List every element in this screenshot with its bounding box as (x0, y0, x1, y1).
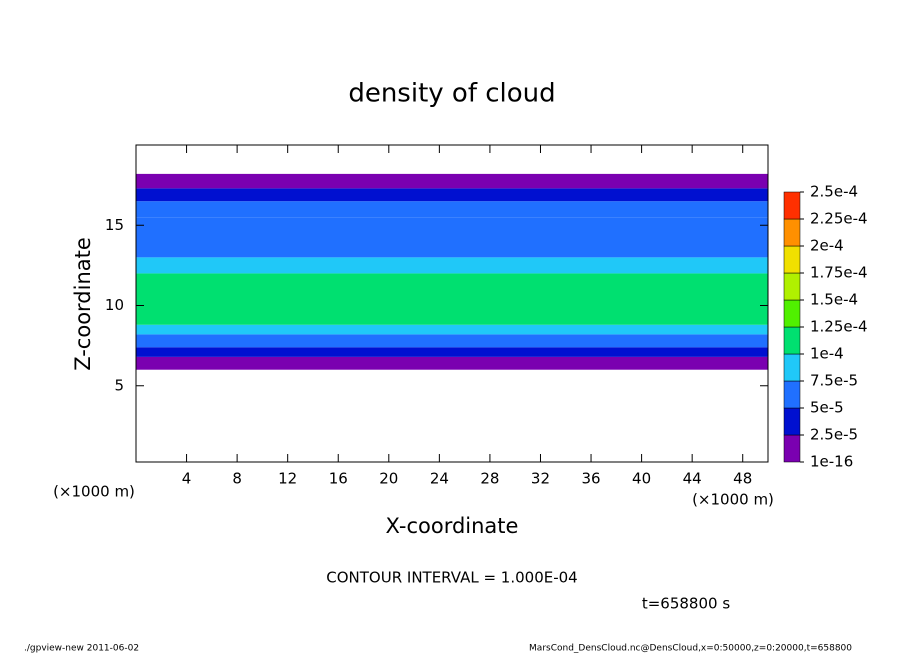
y-tick-label: 5 (114, 376, 124, 394)
colorbar-label: 2.5e-4 (810, 183, 858, 201)
footer: ./gpview-new 2011-06-02 (24, 644, 139, 654)
colorbar-box (783, 218, 801, 247)
y-tick-label: 10 (105, 296, 124, 314)
x-tick-label: 20 (379, 470, 398, 488)
colorbar-box (783, 434, 801, 463)
footer: MarsCond_DensCloud.nc@DensCloud,x=0:5000… (529, 644, 852, 654)
cell (136, 273, 768, 325)
chart-title: density of cloud (348, 79, 555, 109)
x-tick-label: 44 (683, 470, 702, 488)
cell (136, 347, 768, 357)
colorbar-box (783, 353, 801, 382)
colorbar-box (783, 407, 801, 436)
colorbar-label: 1.25e-4 (810, 318, 868, 336)
colorbar-label: 5e-5 (810, 399, 844, 417)
cell (136, 257, 768, 274)
contour-note: CONTOUR INTERVAL = 1.000E-04 (326, 569, 577, 587)
cell (136, 356, 768, 370)
x-tick-label: 16 (329, 470, 348, 488)
time-note: t=658800 s (642, 595, 730, 613)
colorbar-box (783, 380, 801, 409)
cell (136, 217, 768, 258)
x-unit: (×1000 m) (53, 483, 135, 501)
colorbar-label: 7.5e-5 (810, 372, 858, 390)
x-tick-label: 4 (182, 470, 192, 488)
colorbar-box (783, 272, 801, 301)
x-tick-label: 32 (531, 470, 550, 488)
x-unit: (×1000 m) (692, 491, 774, 509)
x-tick-label: 24 (430, 470, 449, 488)
x-tick-label: 48 (733, 470, 752, 488)
x-tick-label: 12 (278, 470, 297, 488)
colorbar-label: 1e-16 (810, 453, 853, 471)
colorbar-label: 2.25e-4 (810, 210, 868, 228)
y-axis-label: Z-coordinate (71, 237, 95, 371)
x-tick-label: 8 (232, 470, 242, 488)
colorbar-box (783, 245, 801, 274)
colorbar-label: 2.5e-5 (810, 426, 858, 444)
colorbar-box (783, 326, 801, 355)
x-axis-label: X-coordinate (386, 514, 519, 538)
plot-frame (135, 144, 769, 463)
y-tick-label: 15 (105, 216, 124, 234)
colorbar-label: 1e-4 (810, 345, 844, 363)
cell (136, 334, 768, 348)
x-tick-label: 28 (480, 470, 499, 488)
colorbar-box (783, 299, 801, 328)
cell (136, 324, 768, 335)
cell (136, 188, 768, 202)
colorbar-label: 1.5e-4 (810, 291, 858, 309)
x-tick-label: 40 (632, 470, 651, 488)
x-tick-label: 36 (581, 470, 600, 488)
cell (136, 173, 768, 189)
colorbar-box (783, 191, 801, 220)
cell (136, 201, 768, 218)
colorbar-label: 1.75e-4 (810, 264, 868, 282)
colorbar-label: 2e-4 (810, 237, 844, 255)
